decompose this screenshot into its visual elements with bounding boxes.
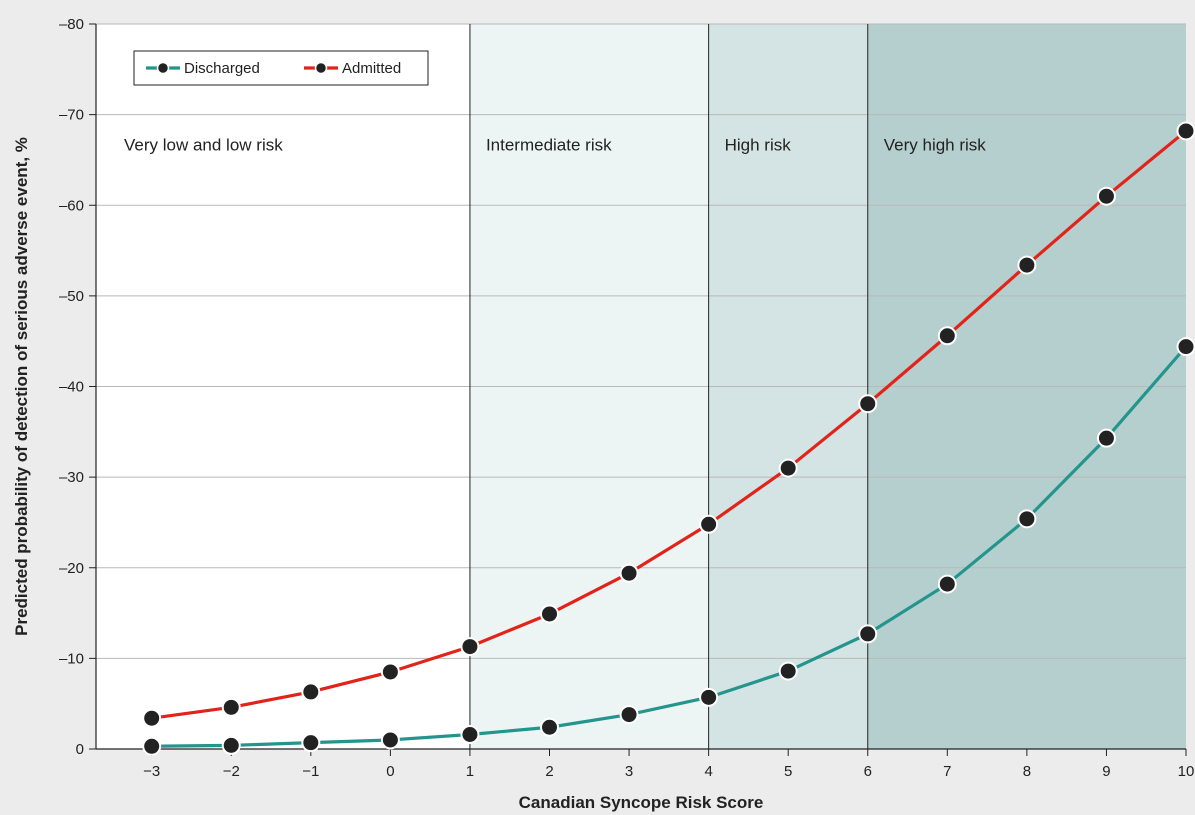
legend-label-0: Discharged [184, 60, 260, 77]
legend-marker-0 [156, 61, 170, 75]
point-1-9 [858, 394, 878, 414]
y-axis-title: Predicted probability of detection of se… [12, 137, 31, 636]
region-label-3: Very high risk [884, 136, 987, 155]
point-1-8 [778, 458, 798, 478]
point-0-1 [221, 735, 241, 755]
x-tick-label-13: 10 [1178, 763, 1195, 780]
region-label-1: Intermediate risk [486, 136, 612, 155]
y-tick-label-1: –10 [59, 650, 84, 667]
x-tick-label-2: −1 [302, 763, 319, 780]
axes: 0 –10 –20 –30 –40 –50 –60 –70 –80 −3 −2 −1 0 1 2 3 4 5 6 7 8… [59, 16, 1194, 780]
x-tick-label-5: 2 [545, 763, 553, 780]
x-axis-title: Canadian Syncope Risk Score [519, 793, 764, 812]
legend: Discharged Admitted [133, 50, 429, 86]
point-1-1 [221, 697, 241, 717]
y-tick-label-5: –50 [59, 288, 84, 305]
point-1-12 [1096, 186, 1116, 206]
point-0-4 [460, 725, 480, 744]
series-line-1 [151, 129, 1188, 720]
y-tick-label-2: –20 [59, 560, 84, 577]
point-0-10 [937, 574, 957, 594]
x-tick-label-9: 6 [864, 763, 872, 780]
gridlines [96, 23, 1186, 659]
risk-region-labels: Very low and low risk Intermediate risk Hi… [124, 24, 986, 749]
point-0-12 [1096, 428, 1116, 448]
x-tick-label-1: −2 [223, 763, 240, 780]
x-tick-label-12: 9 [1102, 763, 1110, 780]
x-tick-label-8: 5 [784, 763, 792, 780]
region-label-0: Very low and low risk [124, 136, 283, 155]
point-0-7 [699, 687, 719, 707]
x-tick-label-4: 1 [466, 763, 474, 780]
point-1-7 [699, 514, 719, 534]
x-tick-label-10: 7 [943, 763, 951, 780]
point-0-0 [142, 736, 162, 756]
point-1-6 [619, 563, 639, 583]
point-0-13 [1176, 337, 1195, 357]
series-line-0 [151, 345, 1188, 748]
y-tick-label-7: –70 [59, 107, 84, 124]
y-tick-label-4: –40 [59, 379, 84, 396]
x-tick-label-6: 3 [625, 763, 633, 780]
legend-label-1: Admitted [342, 60, 401, 77]
y-tick-label-8: –80 [59, 16, 84, 33]
point-1-2 [301, 682, 321, 702]
legend-box [133, 50, 429, 86]
point-1-0 [142, 708, 162, 728]
point-0-5 [540, 717, 560, 737]
x-tick-label-0: −3 [143, 763, 160, 780]
point-1-3 [380, 662, 400, 682]
point-0-8 [778, 661, 798, 681]
point-0-11 [1017, 509, 1037, 529]
point-0-6 [619, 705, 639, 725]
y-tick-label-0: 0 [76, 741, 84, 758]
point-1-10 [937, 326, 957, 346]
point-0-3 [380, 730, 400, 750]
y-tick-label-6: –60 [59, 197, 84, 214]
y-tick-label-3: –30 [59, 469, 84, 486]
point-0-2 [301, 733, 321, 753]
point-1-11 [1017, 255, 1037, 275]
point-0-9 [858, 624, 878, 644]
x-tick-label-3: 0 [386, 763, 394, 780]
legend-marker-1 [314, 61, 328, 75]
x-tick-label-11: 8 [1023, 763, 1031, 780]
x-tick-label-7: 4 [704, 763, 712, 780]
point-1-13 [1176, 121, 1195, 141]
point-1-5 [540, 604, 560, 624]
region-label-2: High risk [725, 136, 792, 155]
point-1-4 [460, 637, 480, 657]
data-series [142, 121, 1195, 756]
